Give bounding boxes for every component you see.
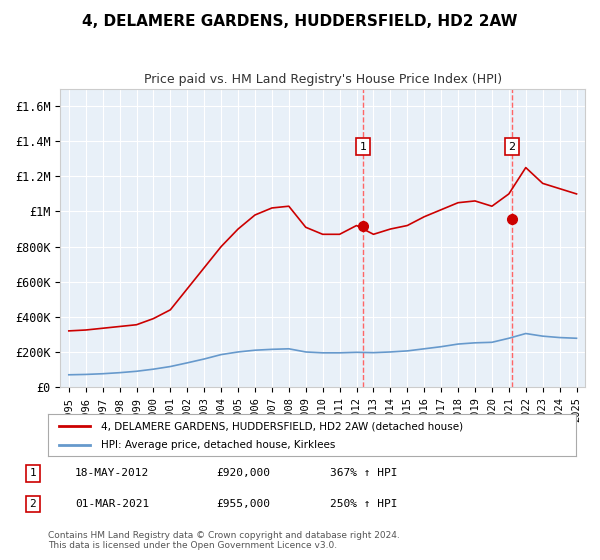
Text: 18-MAY-2012: 18-MAY-2012	[75, 468, 149, 478]
Text: 2: 2	[29, 499, 37, 509]
Text: £920,000: £920,000	[216, 468, 270, 478]
Text: 250% ↑ HPI: 250% ↑ HPI	[330, 499, 398, 509]
Text: 01-MAR-2021: 01-MAR-2021	[75, 499, 149, 509]
Text: 4, DELAMERE GARDENS, HUDDERSFIELD, HD2 2AW (detached house): 4, DELAMERE GARDENS, HUDDERSFIELD, HD2 2…	[101, 421, 463, 431]
Text: 2: 2	[508, 142, 515, 152]
Text: 1: 1	[359, 142, 367, 152]
Text: £955,000: £955,000	[216, 499, 270, 509]
Text: 367% ↑ HPI: 367% ↑ HPI	[330, 468, 398, 478]
Title: Price paid vs. HM Land Registry's House Price Index (HPI): Price paid vs. HM Land Registry's House …	[143, 73, 502, 86]
Text: Contains HM Land Registry data © Crown copyright and database right 2024.
This d: Contains HM Land Registry data © Crown c…	[48, 530, 400, 550]
Text: HPI: Average price, detached house, Kirklees: HPI: Average price, detached house, Kirk…	[101, 440, 335, 450]
Text: 1: 1	[29, 468, 37, 478]
Text: 4, DELAMERE GARDENS, HUDDERSFIELD, HD2 2AW: 4, DELAMERE GARDENS, HUDDERSFIELD, HD2 2…	[82, 14, 518, 29]
